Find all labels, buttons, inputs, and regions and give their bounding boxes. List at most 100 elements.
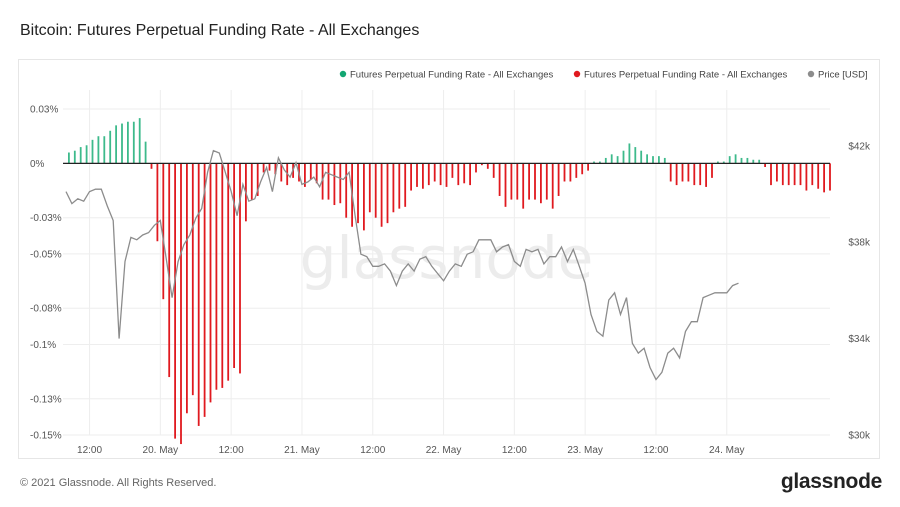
legend-marker [573, 70, 581, 78]
funding-bar-negative [486, 163, 489, 169]
y-left-tick-label: -0.03% [30, 213, 62, 224]
funding-bar-negative [239, 163, 241, 374]
y-left-tick-label: -0.13% [30, 394, 62, 405]
funding-bar-negative [575, 163, 578, 178]
funding-bar-positive [138, 118, 141, 164]
funding-bar-negative [563, 163, 566, 182]
funding-bar-positive [728, 156, 731, 164]
funding-bar-negative [357, 163, 359, 224]
funding-bar-negative [557, 163, 560, 196]
funding-bar-negative [197, 163, 200, 426]
funding-bar-negative [540, 163, 542, 204]
funding-bar-negative [445, 163, 448, 187]
funding-bar-negative [469, 163, 471, 186]
funding-bar-positive [616, 156, 619, 164]
funding-bar-negative [174, 163, 176, 439]
x-tick-label: 21. May [284, 445, 320, 456]
funding-bar-positive [85, 145, 88, 164]
funding-bar-negative [315, 163, 318, 184]
funding-bar-positive [652, 156, 654, 164]
funding-bar-negative [274, 163, 277, 175]
funding-bar-negative [799, 163, 802, 186]
funding-bar-positive [717, 161, 719, 164]
x-tick-label: 20. May [143, 445, 179, 456]
funding-bar-positive [115, 125, 117, 164]
x-tick-label: 12:00 [643, 445, 668, 456]
funding-bar-negative [410, 163, 412, 191]
funding-bar-negative [209, 163, 212, 403]
funding-bar-positive [646, 154, 648, 164]
funding-bar-negative [817, 163, 820, 189]
y-left-tick-label: -0.1% [30, 340, 56, 351]
x-tick-label: 12:00 [360, 445, 385, 456]
funding-bar-negative [162, 163, 165, 300]
funding-bar-negative [363, 163, 365, 231]
funding-bar-positive [758, 159, 761, 164]
funding-bar-negative [262, 163, 265, 173]
funding-bar-negative [463, 163, 466, 184]
page-title: Bitcoin: Futures Perpetual Funding Rate … [20, 22, 420, 39]
funding-bar-negative [587, 163, 589, 171]
funding-bar-positive [622, 150, 625, 164]
funding-bar-negative [186, 163, 188, 414]
funding-bar-positive [91, 139, 94, 164]
legend-marker [339, 70, 347, 78]
x-tick-label: 12:00 [77, 445, 102, 456]
funding-bar-negative [168, 163, 171, 378]
funding-bar-positive [68, 152, 70, 164]
funding-bar-positive [109, 130, 112, 164]
funding-bar-negative [770, 163, 772, 186]
x-tick-label: 22. May [426, 445, 462, 456]
funding-bar-positive [144, 141, 147, 164]
x-tick-label: 24. May [709, 445, 745, 456]
funding-rate-chart: glassnode 0.03% 0% -0.03% -0.05% -0.08% -0.1% -… [30, 70, 871, 457]
chart-legend: Futures Perpetual Funding Rate - All Exc… [339, 70, 868, 81]
funding-bar-negative [451, 163, 454, 178]
funding-bar-positive [752, 159, 755, 164]
funding-bar-negative [422, 163, 424, 189]
funding-bar-negative [504, 163, 507, 207]
funding-bar-negative [551, 163, 554, 209]
y-left-tick-label: 0.03% [30, 105, 58, 116]
funding-bar-negative [475, 163, 477, 173]
funding-bar-positive [658, 156, 660, 164]
funding-bar-negative [829, 163, 831, 191]
funding-bar-negative [203, 163, 206, 417]
funding-bar-negative [805, 163, 808, 191]
y-right-tick-label: $42k [848, 141, 871, 152]
funding-bar-negative [392, 163, 395, 213]
funding-bar-negative [569, 163, 572, 182]
funding-bar-positive [610, 154, 613, 164]
funding-bar-negative [516, 163, 519, 200]
funding-bar-negative [823, 163, 825, 193]
funding-bar-negative [510, 163, 513, 200]
funding-bar-positive [663, 157, 666, 164]
copyright-notice: © 2021 Glassnode. All Rights Reserved. [20, 477, 217, 489]
funding-bar-positive [599, 161, 601, 164]
funding-bar-negative [304, 163, 306, 187]
funding-bar-positive [79, 147, 82, 164]
funding-bar-positive [97, 136, 100, 164]
y-left-tick-label: -0.08% [30, 304, 62, 315]
funding-bar-negative [687, 163, 690, 182]
funding-bar-negative [581, 163, 584, 175]
funding-bar-positive [103, 136, 106, 164]
funding-bar-negative [256, 163, 259, 196]
funding-bar-negative [416, 163, 418, 187]
funding-bar-negative [522, 163, 525, 209]
funding-bar-negative [675, 163, 678, 186]
funding-bar-negative [327, 163, 330, 200]
funding-bar-positive [132, 121, 135, 164]
funding-bar-negative [215, 163, 218, 390]
funding-bar-negative [699, 163, 702, 186]
funding-bar-negative [398, 163, 401, 209]
funding-bar-negative [433, 163, 436, 182]
funding-bar-negative [156, 163, 159, 242]
funding-bar-negative [427, 163, 430, 186]
legend-label: Price [USD] [818, 70, 868, 81]
legend-marker [807, 70, 815, 78]
watermark-text: glassnode [300, 224, 594, 292]
funding-bar-positive [634, 147, 637, 164]
funding-bar-negative [268, 163, 271, 171]
funding-bar-negative [345, 163, 348, 218]
